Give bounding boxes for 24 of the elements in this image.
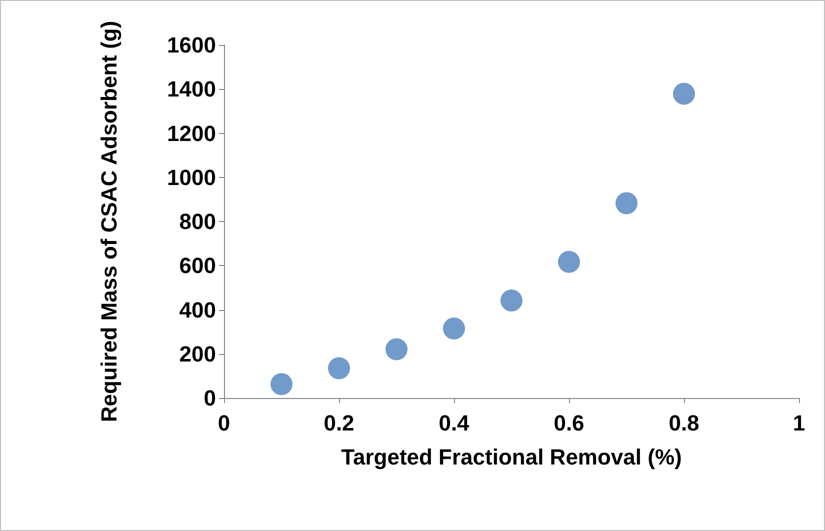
y-tick-label: 1000: [167, 164, 216, 190]
x-tick-label: 0.4: [438, 410, 470, 436]
point: [328, 357, 350, 380]
x-tick-label: 0.6: [554, 410, 584, 436]
y-tick-label: 0: [204, 386, 216, 410]
x-axis-title: Targeted Fractional Removal (%): [341, 444, 682, 470]
point: [673, 82, 695, 105]
point: [500, 289, 522, 312]
y-tick-label: 800: [179, 209, 216, 234]
point: [443, 318, 465, 340]
y-tick-label: 1600: [167, 32, 216, 58]
y-axis-title: Required Mass of CSAC Adsorbent (g): [96, 20, 122, 422]
x-tick-label: 0.2: [324, 410, 354, 436]
point: [270, 373, 292, 396]
y-tick-label: 600: [179, 253, 216, 278]
point: [386, 338, 408, 360]
y-tick-label: 1400: [167, 76, 216, 102]
x-tick-label: 0.8: [668, 410, 700, 436]
y-tick-label: 1200: [167, 120, 216, 146]
y-tick-label: 400: [179, 297, 216, 322]
x-tick-label: 1: [792, 410, 806, 436]
y-tick-label: 200: [179, 341, 216, 366]
point: [616, 192, 638, 214]
point: [558, 250, 580, 273]
